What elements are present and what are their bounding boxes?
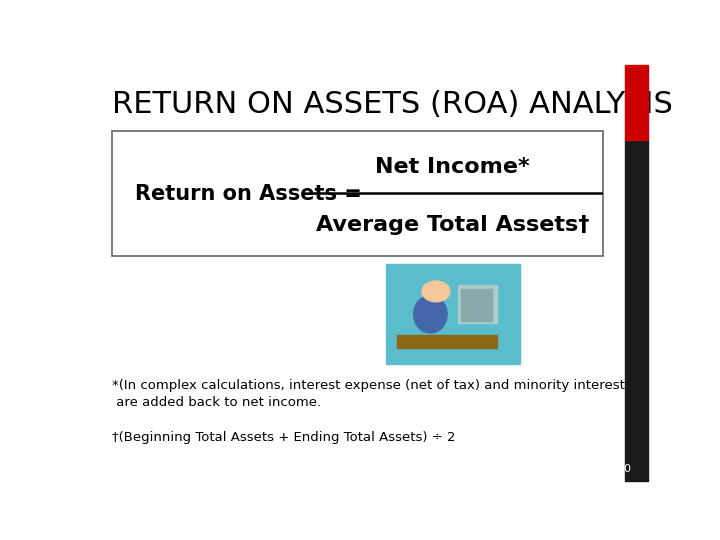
Text: †(Beginning Total Assets + Ending Total Assets) ÷ 2: †(Beginning Total Assets + Ending Total … xyxy=(112,431,456,444)
Text: Return on Assets =: Return on Assets = xyxy=(135,184,361,204)
Bar xyxy=(459,285,498,322)
Bar xyxy=(624,65,648,140)
Text: Net Income*: Net Income* xyxy=(375,157,530,177)
Text: RETURN ON ASSETS (ROA) ANALYSIS: RETURN ON ASSETS (ROA) ANALYSIS xyxy=(112,90,673,119)
Bar xyxy=(386,265,520,364)
Bar xyxy=(624,140,648,481)
Ellipse shape xyxy=(413,295,447,333)
Text: 5-30: 5-30 xyxy=(606,464,631,474)
Text: Average Total Assets†: Average Total Assets† xyxy=(316,215,590,235)
Circle shape xyxy=(422,281,450,302)
Bar xyxy=(397,335,498,348)
Text: *(In complex calculations, interest expense (net of tax) and minority interest
 : *(In complex calculations, interest expe… xyxy=(112,379,625,409)
Bar xyxy=(461,289,492,321)
